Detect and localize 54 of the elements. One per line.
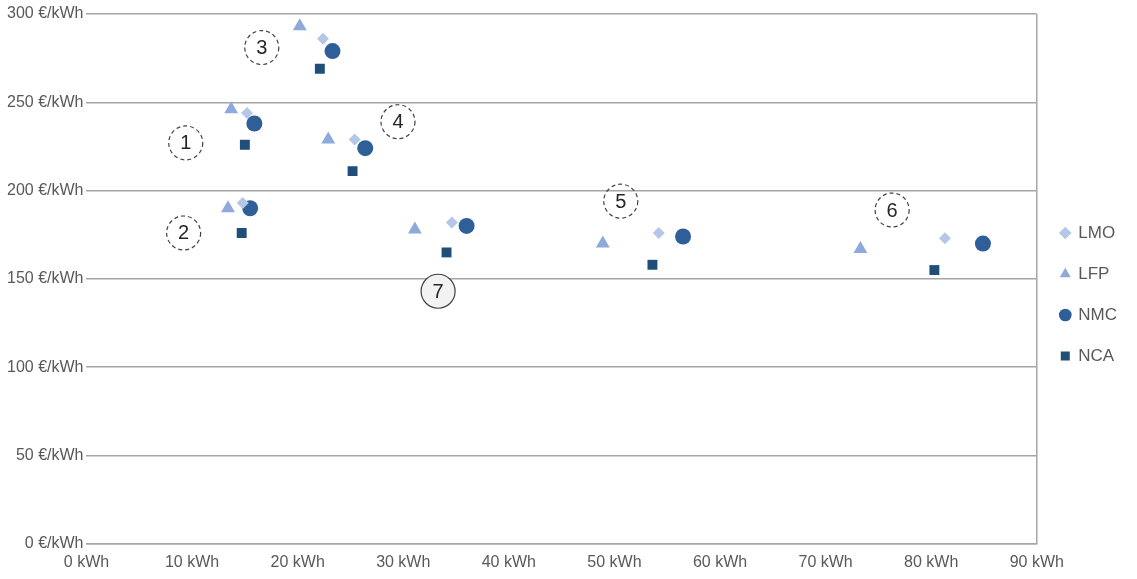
point	[929, 265, 940, 276]
point	[224, 101, 239, 114]
y-tick-label: 250 €/kWh	[7, 92, 84, 110]
x-tick-label: 90 kWh	[1009, 552, 1064, 570]
legend-label: LMO	[1078, 222, 1116, 242]
annotation: 5	[615, 189, 627, 212]
annotation: 2	[178, 221, 190, 244]
x-tick-label: 60 kWh	[692, 552, 748, 570]
annotation: 6	[886, 198, 898, 221]
legend-label: LFP	[1078, 263, 1110, 283]
legend-label: NCA	[1078, 345, 1115, 365]
point	[292, 18, 307, 31]
point	[407, 221, 422, 234]
point	[652, 226, 665, 239]
x-tick-label: 70 kWh	[798, 552, 853, 570]
point	[595, 235, 610, 248]
point	[348, 133, 361, 146]
point	[246, 115, 263, 132]
point	[314, 63, 325, 74]
point	[458, 217, 475, 234]
y-tick-label: 100 €/kWh	[7, 357, 84, 375]
x-tick-label: 20 kWh	[270, 552, 325, 570]
point	[321, 131, 336, 144]
x-tick-label: 0 kWh	[63, 552, 110, 570]
x-tick-label: 10 kWh	[164, 552, 220, 570]
y-tick-label: 50 €/kWh	[15, 445, 84, 463]
point	[974, 235, 991, 252]
point	[675, 228, 692, 245]
legend-label: NMC	[1078, 304, 1117, 324]
point	[347, 166, 358, 177]
point	[357, 140, 374, 157]
point	[647, 259, 658, 270]
annotation: 7	[432, 279, 444, 302]
y-tick-label: 150 €/kWh	[7, 269, 84, 287]
point	[236, 196, 249, 209]
x-tick-label: 80 kWh	[904, 552, 959, 570]
point	[221, 200, 235, 213]
point	[445, 216, 458, 229]
point	[441, 247, 452, 258]
point	[240, 106, 253, 119]
point	[938, 232, 951, 245]
point	[239, 139, 250, 150]
point	[324, 43, 341, 60]
point	[317, 32, 329, 45]
annotation: 1	[180, 131, 192, 154]
x-tick-label: 40 kWh	[481, 552, 536, 570]
annotation: 4	[392, 110, 404, 133]
annotation: 3	[256, 36, 268, 59]
y-tick-label: 300 €/kWh	[7, 4, 84, 22]
y-tick-label: 0 €/kWh	[24, 534, 84, 552]
point	[236, 228, 247, 238]
y-tick-label: 200 €/kWh	[7, 181, 84, 199]
x-tick-label: 30 kWh	[376, 552, 431, 570]
x-tick-label: 50 kWh	[587, 552, 642, 570]
